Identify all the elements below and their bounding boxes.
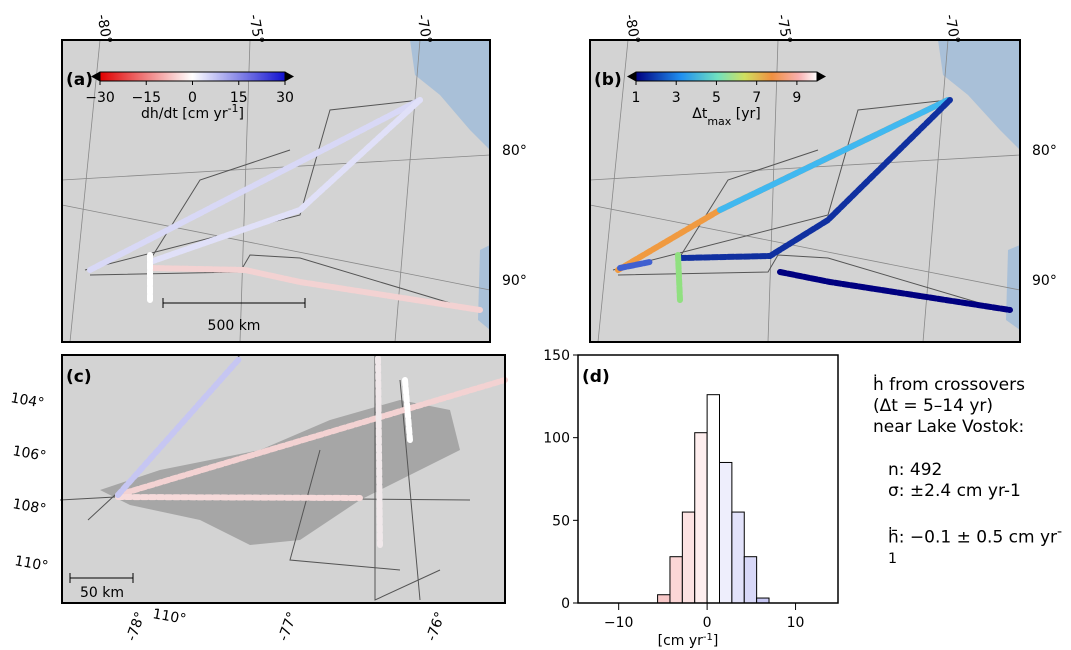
stats-sigma: σ: ±2.4 cm yr-1 [888,481,1021,501]
panel-label: (b) [594,70,622,90]
x-tick-label: 10 [787,615,805,631]
x-tick-label: 0 [703,615,712,631]
lon-label: -75° [245,13,266,45]
lat-label: 104° [9,390,45,412]
lon-label: -70° [413,13,434,45]
colorbar-label: Δtmax [yr] [692,106,760,128]
colorbar-label-part: [yr] [731,106,760,122]
x-axis-label-part: [cm yr [658,633,704,649]
lat-label: 80° [1032,143,1057,159]
lon-label: -80° [93,13,114,45]
colorbar-arrow [90,71,295,82]
stats-n: n: 492 [888,460,943,480]
map-b: (b) -80° -75° -70° 80° 90° [589,13,1057,343]
colorbar-tick-label: 5 [712,90,721,106]
colorbar-arrow [626,71,827,82]
colorbar-label-part: max [707,115,731,128]
bar [657,594,671,604]
lon-label: -76° [424,610,449,644]
colorbar-label-part: -1 [228,102,239,115]
bar [669,556,683,604]
map-a: 500 km (a) -80° -75° -70° 80° 90° [61,13,527,343]
x-tick-label: −10 [604,615,634,631]
y-tick-label: 0 [561,596,570,612]
lon-label: -80° [621,13,642,45]
colorbar-tick-label: −15 [131,90,161,106]
stats-line: (Δt = 5–14 yr) [873,396,994,416]
colorbar-tick-label: 30 [276,90,294,106]
axes-frame [577,354,839,604]
lat-label: 90° [1032,273,1057,289]
colorbar-label-part: dh/dt [cm yr [141,106,228,122]
colorbar-tick-label: 3 [672,90,681,106]
stats-mean-text: ḣ̄: −0.1 ± 0.5 cm yr [888,527,1058,548]
lat-label: 80° [502,143,527,159]
lat-label: 110° [151,606,187,628]
panel-label: (d) [582,367,610,387]
colorbar-label: dh/dt [cm yr-1] [141,102,244,123]
colorbar-tick-label: 9 [792,90,801,106]
scale-bar-label: 50 km [80,585,124,601]
stats-mean: ḣ̄: −0.1 ± 0.5 cm yr-1 [888,522,1071,575]
bar [681,511,696,604]
bar [694,432,708,604]
panel-label: (c) [66,367,92,387]
x-axis-label: [cm yr-1] [658,632,719,650]
y-tick-label: 50 [552,513,570,529]
colorbar-tick-label: 1 [632,90,641,106]
colorbar [635,71,818,82]
x-axis-label-part: -1 [703,632,713,643]
lon-label: -78° [124,610,149,644]
map-c: 50 km (c) 104° 106° 108° 110° 110° -78° … [9,354,508,644]
stats-mean-sup: -1 [888,524,1063,567]
lat-label: 108° [11,496,47,518]
stats-line: near Lake Vostok: [873,417,1025,437]
stats-line: ḣ from crossovers [873,375,1025,395]
x-axis-label-part: ] [713,633,718,649]
colorbar-label-part: Δt [692,106,708,122]
colorbar-tick-label: −30 [85,90,115,106]
bar [706,394,720,604]
lat-label: 106° [11,443,47,465]
colorbar-tick-label: 0 [188,90,197,106]
y-tick-label: 150 [543,348,570,364]
panel-label: (a) [66,70,93,90]
lon-label: -77° [276,610,301,644]
lon-label: -70° [941,13,962,45]
colorbar [99,71,286,82]
y-tick-label: 100 [543,431,570,447]
colorbar-tick-label: 7 [752,90,761,106]
colorbar-tick-label: 15 [230,90,248,106]
lat-label: 110° [13,553,49,575]
scale-bar-label: 500 km [208,318,261,334]
bar [731,511,745,604]
bar [743,556,758,604]
lon-label: -75° [773,13,794,45]
bar [718,461,733,604]
colorbar-label-part: ] [239,106,244,122]
lat-label: 90° [502,273,527,289]
